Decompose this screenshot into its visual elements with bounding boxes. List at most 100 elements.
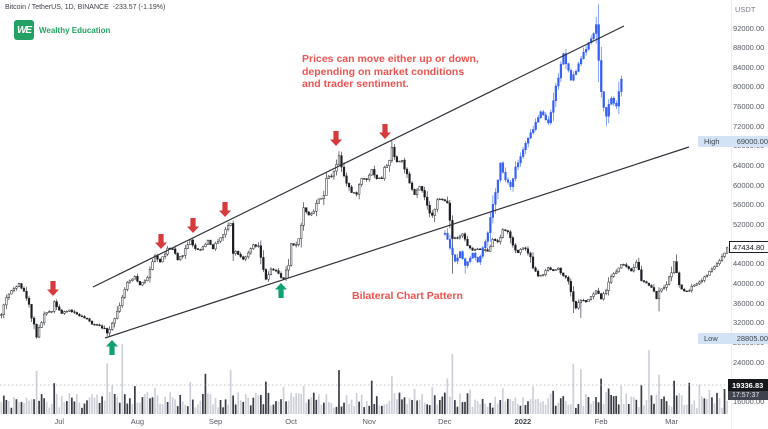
candle — [133, 275, 136, 280]
volume-bar — [708, 390, 711, 414]
volume-bar — [43, 398, 45, 414]
candle — [300, 222, 303, 248]
volume-bar — [116, 396, 119, 414]
candle — [451, 243, 454, 257]
volume-bar — [607, 388, 610, 414]
volume-bar — [690, 404, 693, 414]
candle — [229, 222, 232, 227]
candle — [25, 286, 28, 301]
candle — [617, 81, 620, 115]
volume-bar — [63, 402, 66, 414]
candle — [350, 185, 353, 193]
volume-bar — [489, 402, 492, 414]
candle — [0, 312, 3, 319]
candle — [269, 267, 273, 276]
candle — [234, 250, 237, 256]
candle — [274, 268, 278, 273]
volume-bar — [128, 398, 131, 414]
down-arrow[interactable] — [219, 202, 231, 217]
candle — [529, 129, 532, 140]
volume-bar — [86, 400, 88, 414]
volume-bar — [418, 399, 421, 414]
candle — [186, 241, 189, 250]
candle — [574, 69, 578, 75]
volume-bar — [176, 406, 179, 414]
down-arrow[interactable] — [47, 281, 59, 296]
volume-bar — [254, 393, 257, 414]
price-tick: 44000.00 — [733, 259, 765, 269]
candle — [108, 326, 111, 337]
candle — [330, 173, 333, 178]
down-arrow[interactable] — [379, 124, 391, 139]
candle — [78, 313, 81, 317]
candle — [358, 183, 361, 200]
candle — [700, 278, 703, 284]
candle — [55, 299, 58, 310]
candle — [458, 234, 462, 240]
candle — [237, 250, 240, 256]
lower-trendline[interactable] — [104, 146, 690, 339]
candle — [509, 230, 512, 244]
volume-bar — [217, 407, 219, 414]
candle — [95, 323, 99, 326]
candle — [446, 196, 449, 204]
down-arrow[interactable] — [330, 131, 342, 146]
volume-bar — [577, 404, 580, 414]
down-arrow[interactable] — [155, 234, 167, 249]
volume-bar — [569, 404, 572, 414]
candle — [683, 287, 686, 292]
candle — [456, 236, 459, 240]
volume-bar — [673, 380, 675, 414]
candle — [552, 268, 555, 272]
candle — [554, 269, 557, 271]
volume-bar — [617, 404, 620, 414]
volume-bar — [131, 403, 134, 414]
candle — [118, 302, 121, 313]
volume-bar — [355, 392, 358, 414]
candle — [650, 284, 653, 288]
chart-legend[interactable]: Bitcoin / TetherUS, 1D, BINANCE -233.57 (… — [5, 4, 165, 11]
candle — [428, 201, 431, 218]
candle — [544, 112, 547, 121]
time-tick-Aug: Aug — [130, 417, 145, 426]
price-tick: 56000.00 — [733, 200, 765, 210]
annotation-note[interactable]: Prices can move either up or down, depen… — [302, 53, 479, 91]
candle — [459, 251, 462, 259]
candle — [572, 71, 575, 82]
volume-bar — [310, 397, 313, 414]
candle — [642, 280, 645, 284]
volume-bar — [325, 394, 328, 414]
volume-bar — [106, 363, 108, 414]
candle — [559, 267, 562, 275]
currency-label: USDT — [735, 5, 756, 14]
volume-bar — [658, 374, 660, 414]
pattern-label[interactable]: Bilateral Chart Pattern — [352, 290, 463, 302]
volume-bar — [181, 401, 184, 414]
time-tick-Nov: Nov — [362, 417, 376, 426]
candle — [562, 272, 565, 277]
candle — [111, 321, 114, 331]
up-arrow[interactable] — [275, 283, 287, 298]
volume-bar — [345, 395, 348, 414]
wealthy-education-logo: WE Wealthy Education — [14, 20, 110, 40]
volume-bar — [461, 402, 464, 414]
candle — [516, 249, 519, 254]
volume-bar — [544, 404, 547, 414]
volume-bar — [330, 403, 333, 414]
candle — [297, 238, 300, 247]
upper-trendline[interactable] — [92, 25, 625, 288]
candle — [5, 294, 8, 310]
up-arrow[interactable] — [106, 340, 118, 355]
volume-bar — [590, 403, 592, 414]
volume-bar — [121, 344, 124, 414]
volume-bar — [0, 402, 3, 414]
candle — [267, 271, 270, 282]
down-arrow[interactable] — [187, 218, 199, 233]
volume-bar — [25, 397, 28, 414]
volume-bar — [595, 397, 597, 414]
candle — [466, 261, 469, 269]
volume-bar — [585, 394, 587, 414]
candle — [433, 208, 436, 223]
volume-bar — [522, 397, 524, 414]
